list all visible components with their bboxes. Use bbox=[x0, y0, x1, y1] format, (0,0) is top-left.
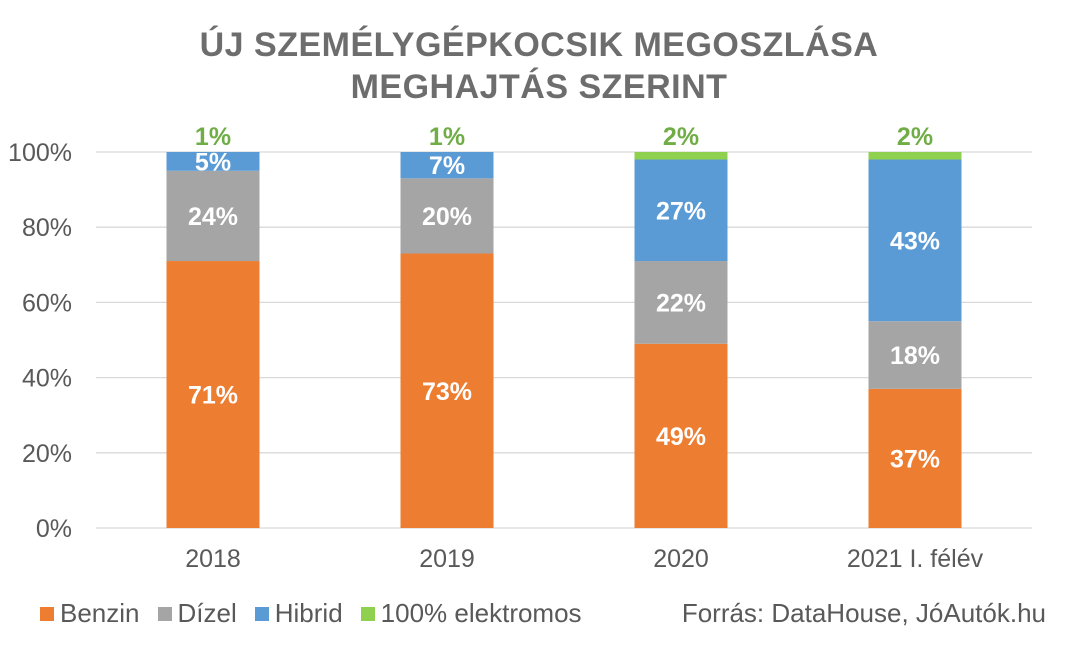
x-tick-label-1: 2019 bbox=[419, 545, 475, 573]
bar-d-zel-0 bbox=[166, 170, 260, 262]
legend-label-dizel: Dízel bbox=[177, 598, 237, 628]
data-label-100-elektromos-1: 1% bbox=[429, 123, 465, 151]
bar-benzin-3 bbox=[868, 388, 962, 528]
data-label-100-elektromos-2: 2% bbox=[663, 123, 699, 151]
data-label-benzin-3: 37% bbox=[890, 445, 940, 473]
bar-hibrid-1 bbox=[400, 152, 494, 179]
data-label-benzin-2: 49% bbox=[656, 423, 706, 451]
data-label-hibrid-1: 7% bbox=[429, 152, 465, 180]
y-tick-label-60: 60% bbox=[22, 289, 72, 317]
bar-benzin-0 bbox=[166, 261, 260, 528]
data-label-100-elektromos-3: 2% bbox=[897, 123, 933, 151]
bar-d-zel-1 bbox=[400, 178, 494, 254]
bar-100-elektromos-2 bbox=[634, 152, 728, 160]
x-tick-label-3: 2021 I. félév bbox=[847, 545, 984, 573]
data-label-benzin-0: 71% bbox=[188, 382, 238, 410]
legend-item-hibrid: Hibrid bbox=[254, 598, 343, 629]
data-label-100-elektromos-0: 1% bbox=[195, 123, 231, 151]
chart-title-line-1: ÚJ SZEMÉLYGÉPKOCSIK MEGOSZLÁSA bbox=[199, 26, 879, 64]
y-tick-label-80: 80% bbox=[22, 214, 72, 242]
legend-item-benzin: Benzin bbox=[40, 598, 140, 629]
data-label-hibrid-0: 5% bbox=[195, 148, 231, 176]
y-tick-label-0: 0% bbox=[36, 515, 72, 543]
legend-swatch-dizel bbox=[157, 606, 172, 621]
legend-swatch-hibrid bbox=[254, 606, 269, 621]
data-label-hibrid-2: 27% bbox=[656, 197, 706, 225]
legend-label-elektromos: 100% elektromos bbox=[380, 598, 582, 628]
chart-title-line-2: MEGHAJTÁS SZERINT bbox=[350, 68, 728, 106]
data-label-hibrid-3: 43% bbox=[890, 227, 940, 255]
bar-d-zel-3 bbox=[868, 321, 962, 389]
data-label-d-zel-3: 18% bbox=[890, 342, 940, 370]
bar-d-zel-2 bbox=[634, 261, 728, 344]
y-tick-label-100: 100% bbox=[8, 139, 72, 167]
bar-hibrid-3 bbox=[868, 159, 962, 322]
data-label-d-zel-1: 20% bbox=[422, 203, 472, 231]
legend-label-benzin: Benzin bbox=[60, 598, 140, 628]
x-tick-label-2: 2020 bbox=[653, 545, 709, 573]
source-note: Forrás: DataHouse, JóAutók.hu bbox=[681, 598, 1046, 628]
data-label-d-zel-0: 24% bbox=[188, 203, 238, 231]
legend-swatch-benzin bbox=[40, 606, 54, 621]
bar-hibrid-2 bbox=[634, 159, 728, 262]
legend-swatch-elektromos bbox=[360, 606, 375, 621]
legend-item-dizel: Dízel bbox=[157, 598, 237, 629]
data-label-benzin-1: 73% bbox=[422, 378, 472, 406]
legend: Benzin Dízel Hibrid 100% elektromos bbox=[40, 598, 600, 629]
y-tick-label-20: 20% bbox=[22, 440, 72, 468]
bar-hibrid-0 bbox=[166, 152, 260, 171]
y-tick-label-40: 40% bbox=[22, 365, 72, 393]
legend-label-hibrid: Hibrid bbox=[274, 598, 343, 628]
bar-benzin-1 bbox=[400, 253, 494, 528]
legend-item-elektromos: 100% elektromos bbox=[360, 598, 582, 629]
bar-benzin-2 bbox=[634, 343, 728, 528]
x-tick-label-0: 2018 bbox=[185, 545, 241, 573]
bar-100-elektromos-3 bbox=[868, 152, 962, 160]
data-label-d-zel-2: 22% bbox=[656, 289, 706, 317]
